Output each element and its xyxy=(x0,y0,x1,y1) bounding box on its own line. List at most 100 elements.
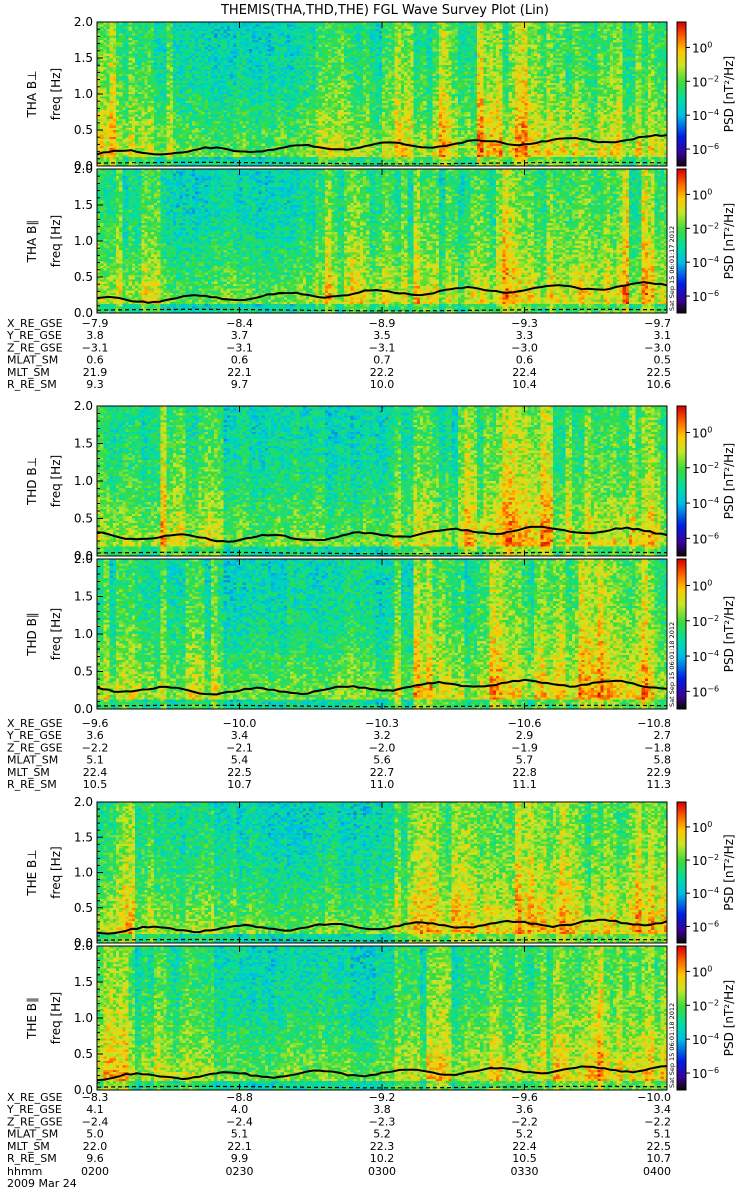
ephemeris-value: −1.8 xyxy=(644,741,671,754)
colorbar-tick-label: 10−6 xyxy=(692,919,719,934)
panel-label: THA B⊥ xyxy=(25,70,39,118)
colorbar-tick-label: 10−4 xyxy=(692,649,719,664)
ephemeris-label: Y_RE_GSE xyxy=(6,729,62,742)
plot-timestamp: Sat Sep 15 06:01:18 2012 xyxy=(668,622,676,707)
colorbar-label: PSD [nT²/Hz] xyxy=(722,443,736,519)
ephemeris-value: −3.0 xyxy=(644,341,671,354)
ephemeris-value: −7.9 xyxy=(82,317,109,330)
ephemeris-value: 11.1 xyxy=(512,778,537,791)
ephemeris-value: 5.7 xyxy=(516,754,534,767)
ephemeris-value: −2.2 xyxy=(644,1115,671,1128)
y-axis-label: freq [Hz] xyxy=(49,455,63,507)
ephemeris-value: 9.7 xyxy=(231,378,249,391)
ephemeris-value: 22.7 xyxy=(370,766,395,779)
ephemeris-label: Y_RE_GSE xyxy=(6,1103,62,1116)
ephemeris-value: 3.5 xyxy=(373,329,391,342)
ephemeris-value: 22.2 xyxy=(370,366,395,379)
ephemeris-value: 5.1 xyxy=(231,1128,249,1141)
colorbar-label: PSD [nT²/Hz] xyxy=(722,56,736,132)
ephemeris-value: 5.8 xyxy=(654,754,672,767)
colorbar-3 xyxy=(677,559,686,709)
ephemeris-value: 22.9 xyxy=(647,766,672,779)
ephemeris-value: 3.4 xyxy=(654,1103,672,1116)
y-tick-label: 0.5 xyxy=(74,665,93,679)
ephemeris-value: −8.4 xyxy=(226,317,253,330)
ephemeris-value: −3.1 xyxy=(226,341,253,354)
spectrogram-4 xyxy=(97,802,667,943)
cutoff-curve-3 xyxy=(96,678,668,696)
ephemeris-label: MLAT_SM xyxy=(7,754,58,767)
y-tick-label: 0.5 xyxy=(74,123,93,137)
ephemeris-value: 3.6 xyxy=(86,729,104,742)
colorbar-tick-label: 10−2 xyxy=(692,853,719,868)
y-tick-label: 0.5 xyxy=(74,901,93,915)
y-tick-label: 2.0 xyxy=(74,162,93,176)
colorbar-frame-5 xyxy=(676,945,687,1091)
colorbar-0 xyxy=(677,22,686,166)
y-axis-label: freq [Hz] xyxy=(49,992,63,1044)
colorbar-1 xyxy=(677,169,686,313)
ephemeris-value: 3.8 xyxy=(373,1103,391,1116)
y-tick-label: 0.0 xyxy=(74,1083,93,1097)
colorbar-label: PSD [nT²/Hz] xyxy=(722,980,736,1056)
ephemeris-value: 11.0 xyxy=(370,778,395,791)
colorbar-tick-label: 100 xyxy=(692,40,712,55)
colorbar-tick-label: 10−2 xyxy=(692,461,719,476)
colorbar-2 xyxy=(677,406,686,556)
colorbar-tick-label: 10−2 xyxy=(692,74,719,89)
colorbar-5 xyxy=(677,946,686,1090)
colorbar-tick-label: 100 xyxy=(692,425,712,440)
ephemeris-value: −2.4 xyxy=(226,1115,253,1128)
colorbar-label: PSD [nT²/Hz] xyxy=(722,203,736,279)
ephemeris-value: 3.8 xyxy=(86,329,104,342)
plot-timestamp: Sat Sep 15 06:01:17 2012 xyxy=(668,226,676,311)
colorbar-label: PSD [nT²/Hz] xyxy=(722,596,736,672)
colorbar-tick-label: 10−6 xyxy=(692,1066,719,1081)
ephemeris-value: 21.9 xyxy=(83,366,108,379)
panel-label: THE B∥ xyxy=(25,997,39,1040)
y-tick-label: 2.0 xyxy=(74,939,93,953)
ephemeris-value: 5.2 xyxy=(373,1128,391,1141)
panel-label: THD B⊥ xyxy=(25,457,39,506)
ephemeris-value: 11.3 xyxy=(647,778,672,791)
spectrogram-3 xyxy=(97,559,667,709)
colorbar-tick-label: 100 xyxy=(692,964,712,979)
ephemeris-label: MLT_SM xyxy=(7,366,50,379)
cutoff-curve-5 xyxy=(96,1065,668,1082)
ephemeris-value: −2.1 xyxy=(226,741,253,754)
y-tick-label: 0.0 xyxy=(74,306,93,320)
ephemeris-value: −10.0 xyxy=(223,717,257,730)
y-axis-label: freq [Hz] xyxy=(49,68,63,120)
ephemeris-value: 3.2 xyxy=(373,729,391,742)
cutoff-curve-2 xyxy=(96,525,668,543)
ephemeris-label: MLT_SM xyxy=(7,766,50,779)
ephemeris-value: 0.6 xyxy=(231,354,249,367)
time-tick-label: 0330 xyxy=(511,1165,539,1178)
ephemeris-value: 0.6 xyxy=(86,354,104,367)
colorbar-tick-label: 10−4 xyxy=(692,255,719,270)
ephemeris-value: 3.6 xyxy=(516,1103,534,1116)
ephemeris-value: 5.0 xyxy=(86,1128,104,1141)
time-tick-label: 0300 xyxy=(368,1165,396,1178)
ephemeris-value: 5.4 xyxy=(231,754,249,767)
ephemeris-value: 22.4 xyxy=(512,366,537,379)
panel-label: THD B∥ xyxy=(25,612,39,657)
colorbar-tick-label: 10−4 xyxy=(692,496,719,511)
ephemeris-label: Z_RE_GSE xyxy=(7,341,63,354)
ephemeris-value: −9.6 xyxy=(511,1091,538,1104)
spectrogram-5 xyxy=(97,946,667,1090)
y-tick-label: 1.5 xyxy=(74,51,93,65)
colorbar-tick-label: 10−2 xyxy=(692,614,719,629)
ephemeris-value: −8.3 xyxy=(82,1091,109,1104)
y-tick-label: 1.0 xyxy=(74,234,93,248)
ephemeris-label: R_RE_SM xyxy=(7,778,57,791)
ephemeris-value: −2.4 xyxy=(82,1115,109,1128)
ephemeris-value: 3.7 xyxy=(231,329,249,342)
ephemeris-value: 0.7 xyxy=(373,354,391,367)
y-axis-label: freq [Hz] xyxy=(49,215,63,267)
ephemeris-value: 9.9 xyxy=(231,1152,249,1165)
ephemeris-value: 5.1 xyxy=(86,754,104,767)
y-tick-label: 1.0 xyxy=(74,474,93,488)
ephemeris-value: 3.1 xyxy=(654,329,672,342)
